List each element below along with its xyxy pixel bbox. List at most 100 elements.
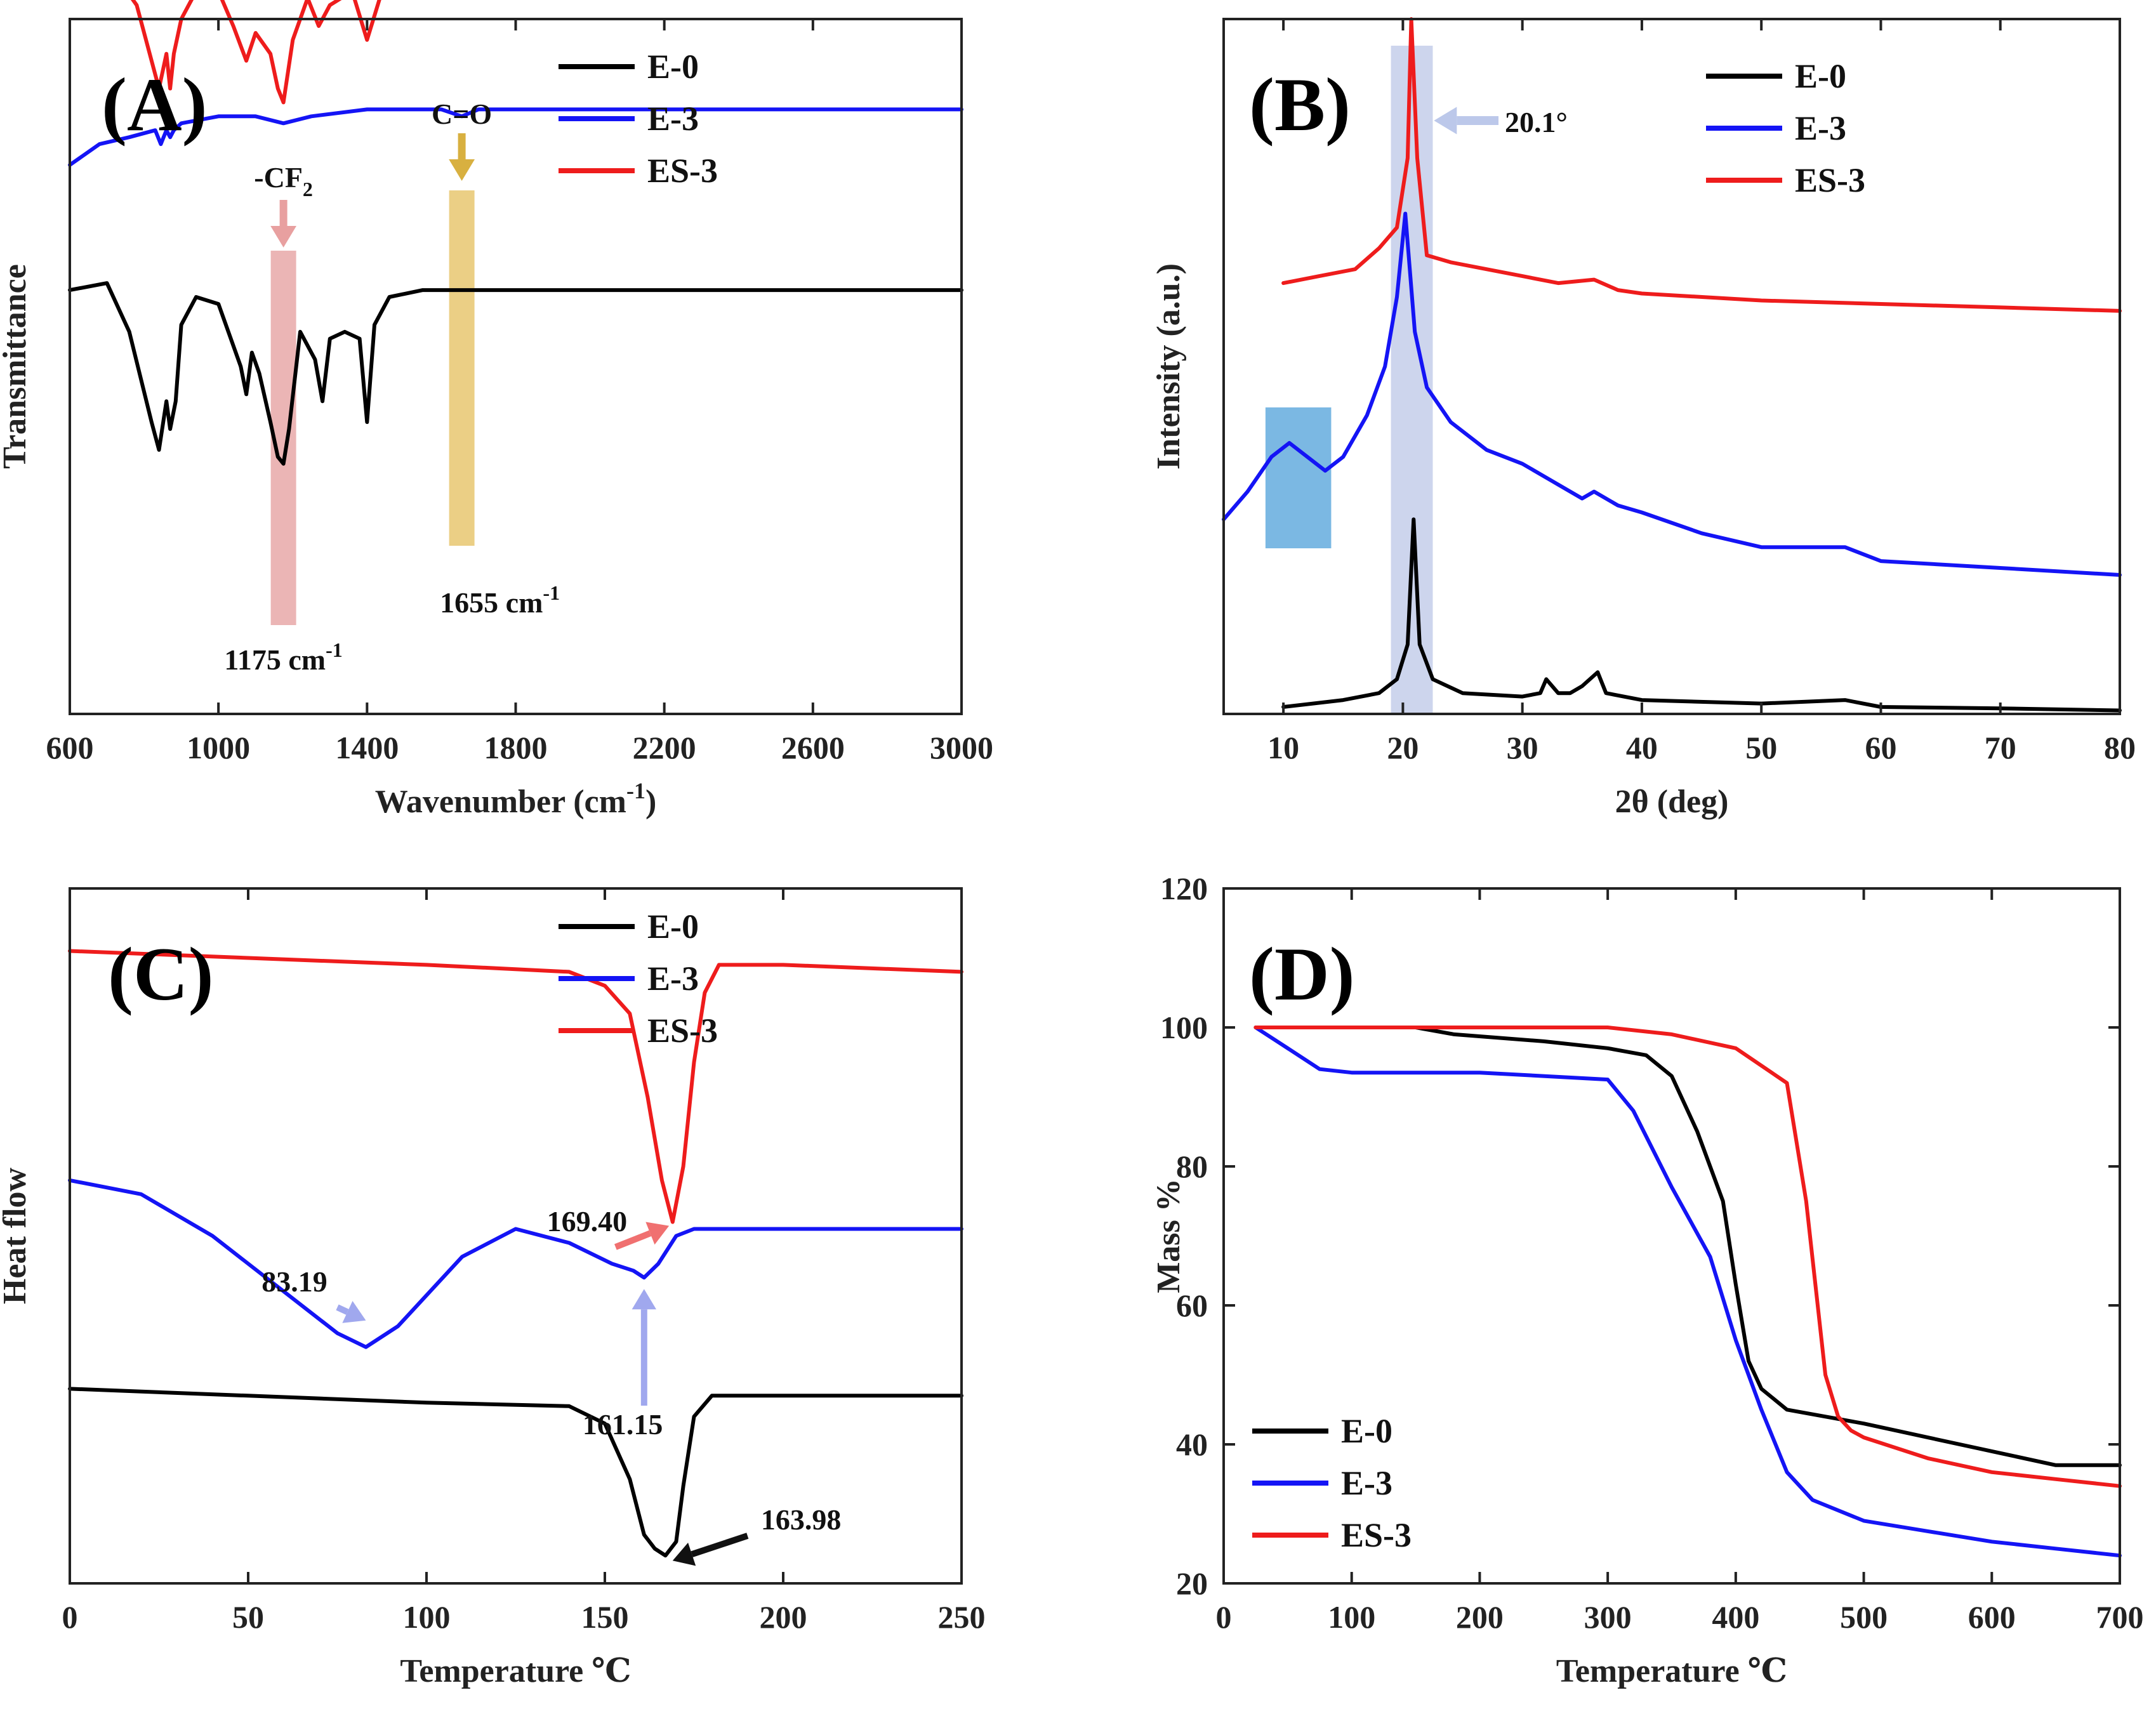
x-axis-label-d: Temperature ℃ xyxy=(1556,1653,1787,1689)
x-axis-label-a: Wavenumber (cm-1) xyxy=(375,778,657,820)
annotation-169-40-arrow-shaft xyxy=(614,1230,652,1250)
y-tick-label-d-2: 60 xyxy=(1176,1288,1208,1323)
panel-d: 0 100 200 300 400 500 600 700 20 40 60 80 100 120 Mass… xyxy=(1151,871,2144,1689)
x-tick-label-d-1: 100 xyxy=(1328,1599,1375,1635)
annotation-169-40-label: 169.40 xyxy=(547,1205,628,1237)
x-tick-label-d-7: 700 xyxy=(2096,1599,2144,1635)
x-tick-label-b-1: 20 xyxy=(1387,730,1419,765)
annotation-20-1-arrow-head xyxy=(1434,107,1457,135)
annotation-co-label: C=O xyxy=(432,98,492,130)
x-tick-label-c-2: 100 xyxy=(403,1599,451,1635)
plot-frame-d xyxy=(1222,887,2121,1585)
x-tick-label-a-5: 2600 xyxy=(781,730,845,765)
annotation-83-19-arrow-shaft xyxy=(336,1304,349,1315)
x-tick-label-b-2: 30 xyxy=(1507,730,1538,765)
x-axis-label-b: 2θ (deg) xyxy=(1615,784,1729,820)
panel-b: 10 20 30 40 50 60 70 80 Intensity (a.u.) 2θ (deg)… xyxy=(1151,17,2136,820)
x-tick-label-b-5: 60 xyxy=(1865,730,1896,765)
panel-c: 0 50 100 150 200 250 Heat flow Temperature ℃ (C)… xyxy=(0,887,986,1689)
annotation-cf2-label: -CF2 xyxy=(254,161,313,201)
x-tick-label-b-6: 70 xyxy=(1985,730,2016,765)
annotation-83-19-label: 83.19 xyxy=(261,1265,327,1298)
legend-label-d-e-0: E-0 xyxy=(1341,1412,1392,1450)
x-tick-label-b-3: 40 xyxy=(1626,730,1658,765)
y-tick-label-d-3: 80 xyxy=(1176,1149,1208,1184)
series-line-c-e-3 xyxy=(68,1178,963,1349)
x-tick-label-d-5: 500 xyxy=(1840,1599,1888,1635)
panel-label-b: (B) xyxy=(1249,62,1351,147)
annotation-1655-label: 1655 cm-1 xyxy=(440,581,560,619)
legend-label-b-es-3: ES-3 xyxy=(1795,161,1865,199)
series-line-b-e-0 xyxy=(1281,517,2122,713)
x-tick-label-d-3: 300 xyxy=(1584,1599,1632,1635)
series-line-a-e-3 xyxy=(68,107,963,167)
series-line-b-es-3 xyxy=(1281,17,2122,313)
x-tick-label-a-1: 1000 xyxy=(187,730,250,765)
x-tick-label-a-6: 3000 xyxy=(930,730,993,765)
highlight-box-10deg xyxy=(1265,407,1332,548)
legend-label-a-e-3: E-3 xyxy=(647,100,699,138)
x-tick-label-b-7: 80 xyxy=(2104,730,2136,765)
x-tick-label-a-3: 1800 xyxy=(484,730,548,765)
annotation-cf2-arrow-head xyxy=(270,226,297,247)
x-tick-label-c-1: 50 xyxy=(232,1599,264,1635)
x-tick-label-a-2: 1400 xyxy=(335,730,399,765)
y-axis-label-d: Mass % xyxy=(1151,1178,1187,1293)
legend-label-b-e-0: E-0 xyxy=(1795,57,1846,95)
series-line-a-es-3 xyxy=(130,0,381,105)
x-tick-label-c-0: 0 xyxy=(62,1599,78,1635)
x-tick-label-c-3: 150 xyxy=(581,1599,629,1635)
series-line-b-e-3 xyxy=(1222,211,2122,577)
plot-frame-c xyxy=(69,887,963,1585)
y-tick-label-d-0: 20 xyxy=(1176,1566,1208,1601)
series-line-d-e-3 xyxy=(1253,1026,2122,1558)
legend-label-b-e-3: E-3 xyxy=(1795,109,1846,147)
x-tick-label-d-4: 400 xyxy=(1712,1599,1759,1635)
highlight-band-co xyxy=(449,190,475,546)
annotation-163-98-label: 163.98 xyxy=(761,1503,842,1536)
x-tick-label-a-0: 600 xyxy=(46,730,94,765)
legend-label-a-es-3: ES-3 xyxy=(647,152,718,190)
series-line-d-es-3 xyxy=(1253,1026,2122,1488)
annotation-161-15-arrow-head xyxy=(632,1289,657,1310)
plot-frame-b xyxy=(1222,18,2121,715)
legend-label-c-es-3: ES-3 xyxy=(647,1012,718,1050)
annotation-163-98-arrow-shaft xyxy=(691,1533,749,1557)
series-line-c-es-3 xyxy=(68,949,963,1224)
y-tick-label-d-1: 40 xyxy=(1176,1427,1208,1462)
panel-label-a: (A) xyxy=(102,62,208,147)
x-tick-label-b-0: 10 xyxy=(1267,730,1299,765)
x-tick-label-d-6: 600 xyxy=(1968,1599,2016,1635)
legend-label-d-e-3: E-3 xyxy=(1341,1464,1392,1502)
legend-label-d-es-3: ES-3 xyxy=(1341,1516,1412,1554)
series-line-c-e-0 xyxy=(68,1387,963,1558)
legend-label-c-e-0: E-0 xyxy=(647,907,699,946)
y-axis-label-a: Transmittance xyxy=(0,264,33,469)
series-line-a-e-0 xyxy=(68,281,963,466)
series-line-d-e-0 xyxy=(1253,1026,2122,1467)
legend-label-a-e-0: E-0 xyxy=(647,48,699,86)
x-tick-label-d-2: 200 xyxy=(1456,1599,1504,1635)
x-tick-label-a-4: 2200 xyxy=(633,730,696,765)
x-tick-label-b-4: 50 xyxy=(1745,730,1777,765)
annotation-169-40-arrow-head xyxy=(645,1222,670,1245)
x-tick-label-d-0: 0 xyxy=(1216,1599,1232,1635)
panel-a: 600 1000 1400 1800 2200 2600 3000 Transmittance… xyxy=(0,0,993,820)
x-tick-label-c-4: 200 xyxy=(760,1599,807,1635)
x-tick-label-c-5: 250 xyxy=(938,1599,986,1635)
legend-label-c-e-3: E-3 xyxy=(647,960,699,998)
panel-label-c: (C) xyxy=(108,932,214,1016)
y-axis-label-b: Intensity (a.u.) xyxy=(1151,263,1187,470)
annotation-1175-label: 1175 cm-1 xyxy=(224,638,342,676)
annotation-83-19-arrow-head xyxy=(342,1300,366,1323)
annotation-161-15-label: 161.15 xyxy=(583,1408,663,1441)
x-axis-label-c: Temperature ℃ xyxy=(400,1653,631,1689)
panel-label-d: (D) xyxy=(1249,932,1355,1016)
y-tick-label-d-5: 120 xyxy=(1160,871,1208,906)
y-axis-label-c: Heat flow xyxy=(0,1167,33,1304)
annotation-20-1-label: 20.1° xyxy=(1505,106,1568,138)
annotation-163-98-arrow-head xyxy=(672,1542,696,1566)
y-tick-label-d-4: 100 xyxy=(1160,1010,1208,1045)
annotation-co-arrow-head xyxy=(449,159,475,181)
